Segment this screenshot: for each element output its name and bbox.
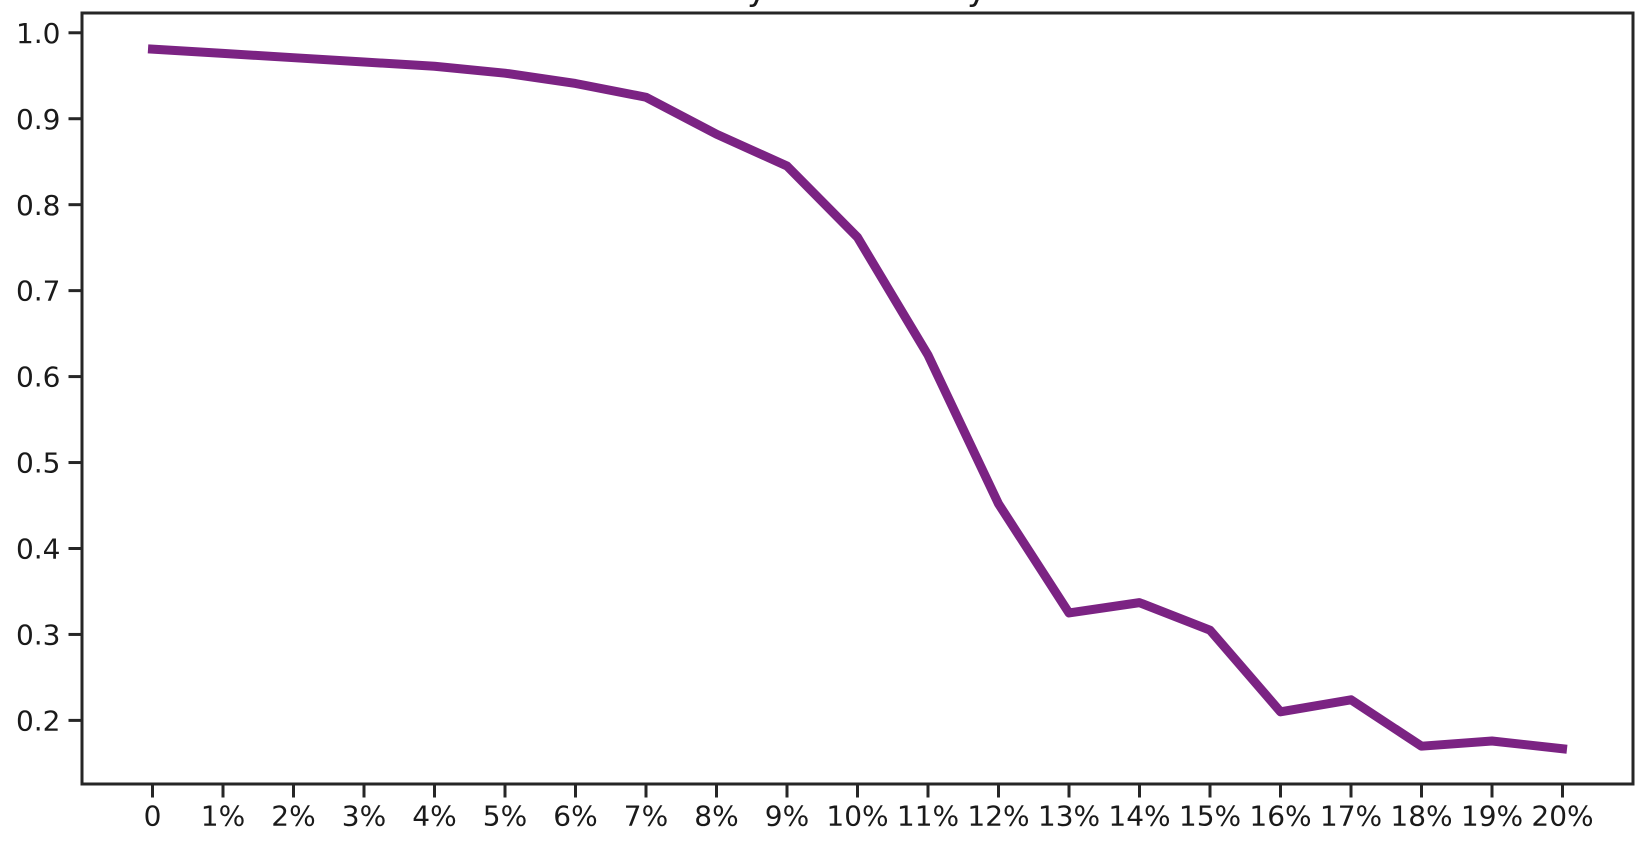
x-tick-label: 13%: [1038, 800, 1100, 833]
y-tick-label: 0.2: [16, 704, 61, 737]
x-tick-label: 19%: [1461, 800, 1523, 833]
cropped-title-glyph: y: [747, 0, 767, 9]
data-line: [147, 44, 1568, 754]
x-tick-label: 10%: [826, 800, 888, 833]
plot-frame: [80, 11, 1635, 786]
x-tick-label: 9%: [765, 800, 809, 833]
x-tick-label: 14%: [1108, 800, 1170, 833]
y-tick-label: 0.3: [16, 619, 61, 652]
x-tick-label: 8%: [694, 800, 738, 833]
x-tick-label: 0: [144, 800, 162, 833]
x-tick-label: 6%: [553, 800, 597, 833]
x-tick-label: 18%: [1390, 800, 1452, 833]
x-tick-label: 11%: [897, 800, 959, 833]
y-tick-label: 0.5: [16, 447, 61, 480]
x-tick-label: 12%: [967, 800, 1029, 833]
x-tick-label: 1%: [201, 800, 245, 833]
y-tick-label: 0.4: [16, 533, 61, 566]
x-tick-label: 2%: [271, 800, 315, 833]
x-tick-label: 15%: [1179, 800, 1241, 833]
x-tick-label: 16%: [1249, 800, 1311, 833]
x-tick-label: 3%: [342, 800, 386, 833]
y-tick-label: 1.0: [16, 17, 61, 50]
x-tick-label: 5%: [483, 800, 527, 833]
x-tick-label: 20%: [1531, 800, 1593, 833]
y-tick-label: 0.7: [16, 275, 61, 308]
cropped-title-glyph: y: [967, 0, 987, 9]
x-tick-label: 4%: [412, 800, 456, 833]
x-tick-label: 17%: [1320, 800, 1382, 833]
x-tick-label: 7%: [624, 800, 668, 833]
y-tick-label: 0.8: [16, 189, 61, 222]
y-tick-label: 0.9: [16, 103, 61, 136]
y-tick-label: 0.6: [16, 361, 61, 394]
